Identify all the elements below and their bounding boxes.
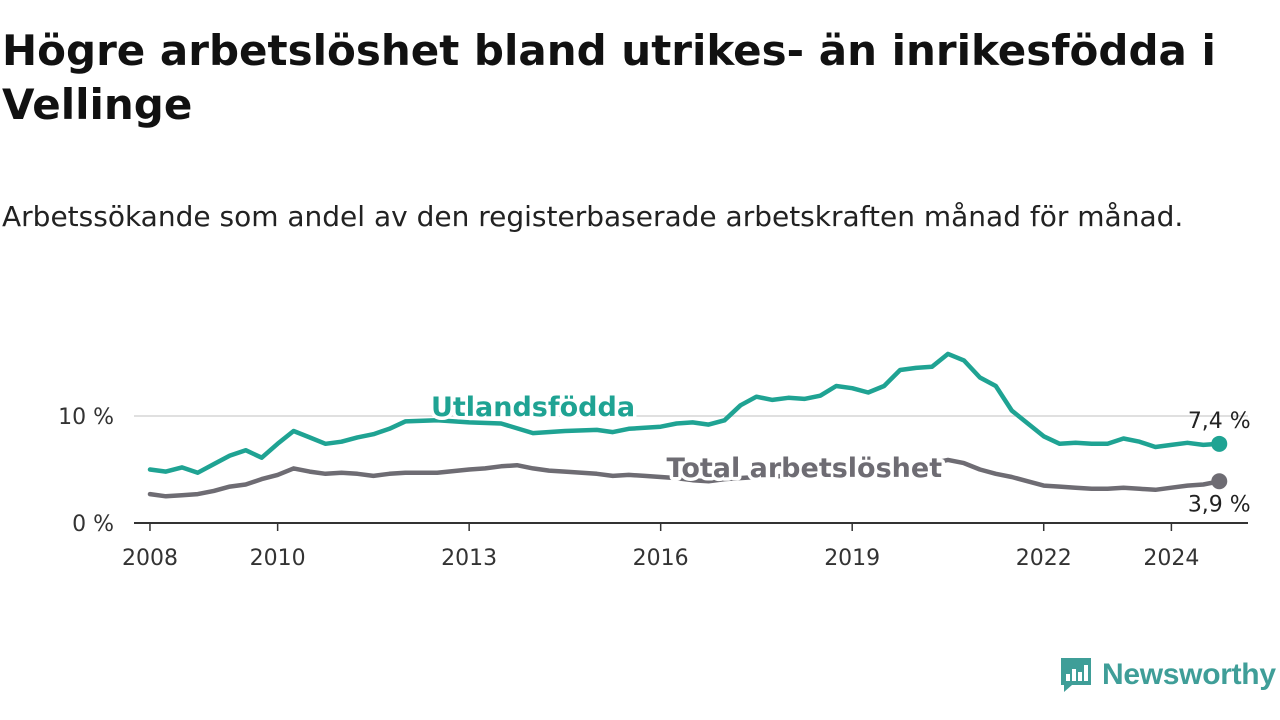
- series-name-label-0: Utlandsfödda: [431, 392, 635, 423]
- chart-subtitle: Arbetssökande som andel av den registerb…: [2, 200, 1184, 233]
- newsworthy-chart-icon: [1061, 658, 1091, 692]
- series-layer: [147, 351, 1228, 499]
- series-line-0: [147, 351, 1222, 475]
- series-name-label-1: Total arbetslöshet: [666, 453, 942, 484]
- axis-layer: 0 % 10 % 2008 2010 2013 2016 2019 2022 2024: [58, 405, 1248, 571]
- series-end-marker-0: [1211, 435, 1228, 452]
- chart-title: Högre arbetslöshet bland utrikes- än inr…: [2, 26, 1216, 129]
- x-tick-label: 2008: [122, 546, 178, 571]
- x-tick-label: 2016: [633, 546, 689, 571]
- series-end-label-0: 7,4 %: [1188, 409, 1251, 434]
- x-tick-label: 2022: [1016, 546, 1072, 571]
- label-layer: 7,4 % 3,9 % Utlandsfödda Total arbetslöshet: [427, 389, 1251, 518]
- x-tick-label: 2013: [441, 546, 497, 571]
- newsworthy-logo: Newsworthy: [1058, 654, 1276, 696]
- x-tick-label: 2010: [250, 546, 306, 571]
- y-tick-label: 10 %: [58, 405, 114, 430]
- x-tick-label: 2024: [1143, 546, 1199, 571]
- brand-name: Newsworthy: [1102, 658, 1276, 691]
- series-end-marker-1: [1211, 473, 1228, 490]
- x-tick-label: 2019: [824, 546, 880, 571]
- series-line-1: [147, 457, 1222, 499]
- series-end-label-1: 3,9 %: [1188, 492, 1251, 517]
- y-tick-label: 0 %: [72, 512, 114, 537]
